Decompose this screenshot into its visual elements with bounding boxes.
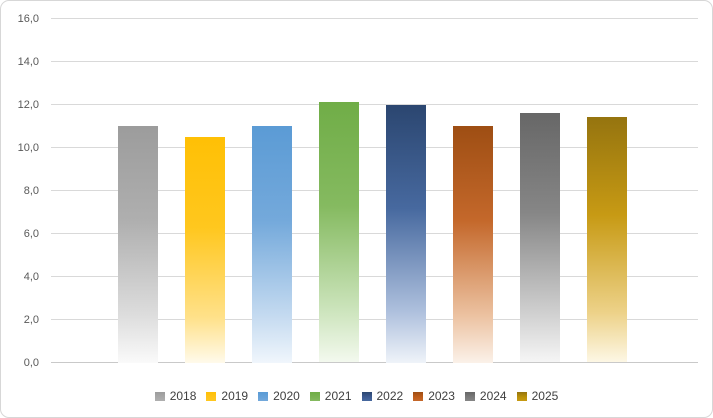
legend-label-2023: 2023 — [428, 389, 455, 403]
x-axis-line — [51, 362, 698, 363]
legend-swatch-2020 — [258, 391, 269, 401]
gridline — [51, 276, 698, 277]
legend-item-2024[interactable]: 2024 — [464, 389, 507, 403]
bar-2018[interactable] — [118, 126, 158, 363]
y-axis-tick-label: 14,0 — [17, 55, 39, 68]
y-axis-tick-label: 8,0 — [23, 184, 39, 197]
legend-label-2019: 2019 — [221, 389, 249, 403]
legend-label-2020: 2020 — [273, 389, 300, 403]
legend-item-2022[interactable]: 2022 — [361, 389, 404, 403]
legend-swatch-2025 — [516, 391, 527, 401]
bar-2021[interactable] — [319, 102, 359, 363]
gridline — [51, 61, 698, 62]
legend-label-2021: 2021 — [324, 389, 352, 403]
legend-swatch-2023 — [413, 391, 424, 401]
legend-label-2024: 2024 — [479, 389, 507, 403]
legend-item-2019[interactable]: 2019 — [206, 389, 248, 403]
bar-2022[interactable] — [386, 104, 426, 363]
legend-item-2018[interactable]: 2018 — [154, 389, 197, 403]
bar-2023[interactable] — [453, 126, 493, 363]
legend-label-2022: 2022 — [376, 389, 404, 403]
bar-2025[interactable] — [587, 117, 627, 363]
legend-swatch-2019 — [206, 391, 217, 401]
legend-item-2020[interactable]: 2020 — [258, 389, 300, 403]
gridline — [51, 147, 698, 148]
legend-swatch-2024 — [464, 391, 475, 401]
bar-2020[interactable] — [252, 126, 292, 363]
legend: 2018 2019 2020 2021 2022 2023 2024 2025 — [1, 385, 712, 407]
gridline — [51, 18, 698, 19]
legend-swatch-2018 — [154, 391, 165, 401]
legend-item-2025[interactable]: 2025 — [516, 389, 559, 403]
y-axis-tick-label: 12,0 — [17, 98, 39, 111]
y-axis-tick-label: 2,0 — [23, 313, 39, 326]
gridline — [51, 233, 698, 234]
y-axis-tick-label: 0,0 — [23, 356, 39, 369]
legend-item-2023[interactable]: 2023 — [413, 389, 455, 403]
y-axis-tick-label: 16,0 — [17, 12, 39, 25]
legend-swatch-2022 — [361, 391, 372, 401]
gridline — [51, 319, 698, 320]
gridline — [51, 190, 698, 191]
bar-2019[interactable] — [185, 136, 225, 363]
y-axis-tick-label: 10,0 — [17, 141, 39, 154]
gridline — [51, 104, 698, 105]
y-axis-tick-label: 4,0 — [23, 270, 39, 283]
legend-item-2021[interactable]: 2021 — [309, 389, 352, 403]
bar-2024[interactable] — [520, 113, 560, 363]
legend-swatch-2021 — [309, 391, 320, 401]
legend-label-2025: 2025 — [531, 389, 559, 403]
legend-label-2018: 2018 — [169, 389, 197, 403]
y-axis-tick-label: 6,0 — [23, 227, 39, 240]
